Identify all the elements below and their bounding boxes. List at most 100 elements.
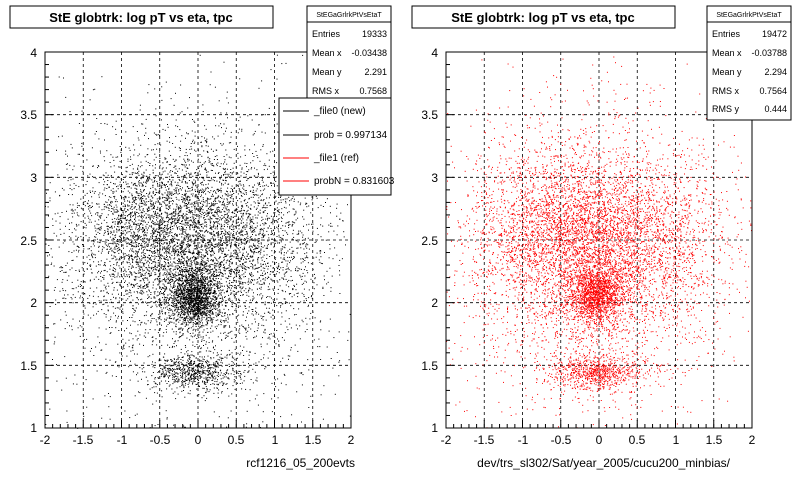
scatter-point bbox=[108, 239, 109, 241]
scatter-point bbox=[176, 345, 177, 347]
scatter-point bbox=[208, 293, 210, 295]
scatter-point bbox=[112, 269, 114, 271]
scatter-point bbox=[214, 326, 216, 328]
scatter-point bbox=[176, 275, 178, 277]
scatter-point bbox=[218, 232, 219, 234]
scatter-point bbox=[222, 385, 224, 386]
scatter-point bbox=[194, 381, 196, 382]
scatter-point bbox=[225, 127, 227, 129]
scatter-point bbox=[231, 393, 233, 395]
scatter-point bbox=[161, 264, 162, 266]
scatter-point bbox=[210, 71, 212, 73]
scatter-point bbox=[135, 278, 137, 280]
scatter-point bbox=[193, 283, 195, 285]
scatter-point bbox=[103, 189, 105, 191]
scatter-point bbox=[170, 265, 172, 267]
scatter-point bbox=[168, 213, 170, 215]
scatter-point bbox=[175, 271, 177, 273]
scatter-point bbox=[218, 267, 220, 269]
scatter-point bbox=[212, 136, 214, 138]
scatter-point bbox=[280, 227, 282, 229]
scatter-point bbox=[103, 208, 105, 210]
scatter-point bbox=[238, 280, 240, 282]
scatter-point bbox=[259, 177, 261, 178]
scatter-point bbox=[84, 307, 86, 309]
scatter-point bbox=[66, 168, 68, 170]
scatter-point bbox=[169, 364, 171, 366]
scatter-point bbox=[230, 200, 232, 202]
scatter-point bbox=[98, 182, 100, 184]
scatter-point bbox=[157, 251, 159, 253]
scatter-point bbox=[175, 196, 177, 198]
scatter-point bbox=[109, 236, 111, 238]
scatter-point bbox=[223, 382, 225, 384]
scatter-point bbox=[208, 159, 210, 161]
scatter-point bbox=[82, 155, 84, 157]
scatter-point bbox=[194, 259, 196, 261]
scatter-point bbox=[206, 288, 208, 290]
scatter-point bbox=[177, 289, 179, 291]
scatter-point bbox=[173, 284, 175, 286]
scatter-point bbox=[169, 280, 171, 282]
scatter-point bbox=[202, 236, 204, 238]
scatter-point bbox=[144, 231, 146, 233]
scatter-point bbox=[266, 343, 268, 345]
scatter-point bbox=[225, 177, 227, 179]
scatter-point bbox=[174, 250, 176, 252]
scatter-point bbox=[199, 268, 200, 270]
scatter-point bbox=[156, 234, 158, 236]
scatter-point bbox=[171, 272, 173, 274]
scatter-point bbox=[179, 148, 181, 149]
scatter-point bbox=[217, 275, 218, 277]
scatter-point bbox=[217, 354, 219, 356]
scatter-point bbox=[167, 186, 168, 187]
scatter-point bbox=[239, 233, 241, 235]
scatter-point bbox=[204, 289, 206, 291]
scatter-point bbox=[134, 219, 135, 220]
scatter-point bbox=[245, 176, 247, 178]
scatter-point bbox=[147, 195, 149, 197]
scatter-point bbox=[207, 374, 209, 376]
scatter-point bbox=[146, 204, 147, 206]
scatter-point bbox=[130, 156, 131, 158]
scatter-point bbox=[158, 359, 160, 361]
scatter-point bbox=[226, 383, 228, 385]
scatter-point bbox=[163, 307, 164, 309]
scatter-point bbox=[182, 371, 184, 373]
scatter-point bbox=[307, 305, 309, 307]
scatter-point bbox=[163, 373, 165, 375]
scatter-point bbox=[141, 321, 143, 323]
scatter-point bbox=[203, 370, 205, 372]
scatter-point bbox=[211, 313, 213, 315]
scatter-point bbox=[188, 295, 189, 297]
scatter-point bbox=[295, 268, 296, 270]
scatter-point bbox=[308, 248, 310, 250]
scatter-point bbox=[65, 298, 67, 300]
scatter-point bbox=[159, 258, 161, 260]
scatter-point bbox=[118, 307, 120, 309]
scatter-point bbox=[192, 214, 194, 216]
scatter-point bbox=[96, 118, 98, 119]
scatter-point bbox=[189, 311, 191, 313]
scatter-point bbox=[233, 233, 234, 235]
scatter-point bbox=[185, 173, 187, 175]
scatter-point bbox=[238, 249, 240, 251]
scatter-point bbox=[187, 329, 189, 331]
scatter-point bbox=[138, 183, 140, 185]
scatter-point bbox=[187, 288, 189, 290]
scatter-point bbox=[186, 278, 188, 280]
scatter-point bbox=[141, 246, 143, 248]
scatter-point bbox=[185, 318, 186, 320]
scatter-point bbox=[282, 199, 284, 201]
scatter-point bbox=[200, 367, 202, 368]
scatter-point bbox=[142, 227, 144, 228]
scatter-point bbox=[209, 251, 211, 252]
scatter-point bbox=[192, 377, 194, 379]
scatter-point bbox=[115, 320, 117, 322]
scatter-point bbox=[194, 172, 196, 174]
scatter-point bbox=[184, 200, 186, 202]
scatter-point bbox=[121, 234, 122, 236]
scatter-point bbox=[219, 242, 221, 244]
scatter-point bbox=[313, 282, 315, 284]
scatter-point bbox=[174, 281, 176, 282]
